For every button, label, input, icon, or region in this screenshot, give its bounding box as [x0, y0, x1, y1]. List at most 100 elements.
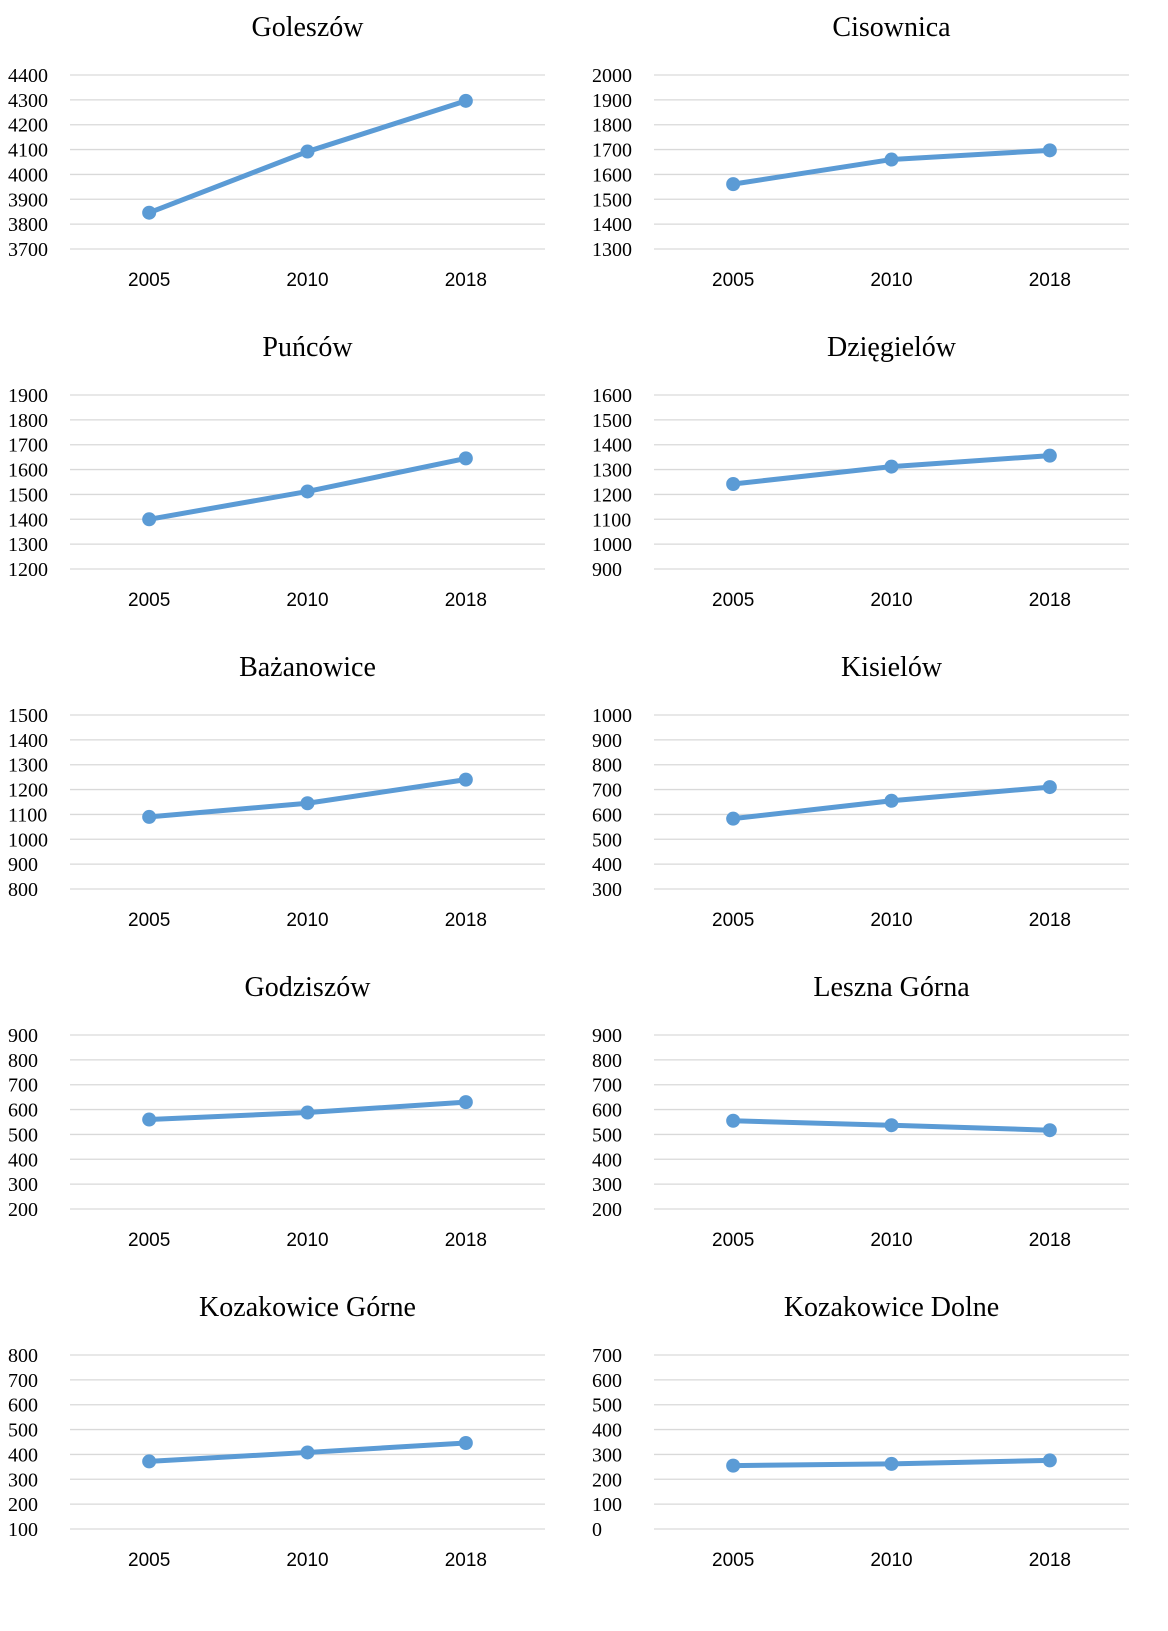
data-point	[142, 205, 157, 220]
y-tick-label: 1900	[592, 90, 632, 112]
y-tick-label: 400	[592, 1420, 622, 1442]
y-tick-label: 1400	[592, 435, 632, 457]
y-tick-label: 400	[8, 1444, 38, 1466]
y-tick-label: 1200	[8, 780, 48, 802]
x-tick-label: 2018	[1029, 270, 1071, 291]
y-tick-label: 1000	[592, 705, 632, 727]
chart-2: Cisownica 1300 1400 1500 1600 1700 1800 1900 200…	[584, 0, 1168, 320]
x-tick-label: 2005	[712, 1230, 754, 1251]
y-tick-label: 800	[8, 1050, 38, 1072]
y-tick-label: 800	[8, 879, 38, 901]
chart-title: Kozakowice Dolne	[784, 1292, 999, 1323]
y-tick-label: 300	[592, 1174, 622, 1196]
y-tick-label: 1500	[8, 705, 48, 727]
x-tick-label: 2018	[1029, 910, 1071, 931]
chart-5: Bażanowice 800 900 1000 1100 1200 1300 1400 1500…	[0, 640, 584, 960]
y-tick-label: 700	[592, 1345, 622, 1367]
chart-title: Cisownica	[832, 12, 951, 43]
y-tick-label: 1200	[592, 484, 632, 506]
chart-9: Kozakowice Górne 100 200 300 400 500 600 700 800…	[0, 1280, 584, 1600]
data-point	[1042, 448, 1057, 463]
x-tick-label: 2018	[445, 1550, 487, 1571]
data-point	[884, 1456, 899, 1471]
x-tick-label: 2018	[1029, 1230, 1071, 1251]
y-tick-label: 1100	[8, 804, 47, 826]
data-point	[300, 1445, 315, 1460]
y-tick-label: 1800	[592, 115, 632, 137]
data-point	[142, 512, 157, 527]
y-tick-label: 900	[592, 559, 622, 581]
data-point	[142, 1454, 157, 1469]
y-tick-label: 1600	[592, 385, 632, 407]
data-point	[726, 1458, 741, 1473]
data-point	[300, 796, 315, 811]
data-point	[300, 1105, 315, 1120]
data-point	[884, 793, 899, 808]
x-tick-label: 2010	[870, 590, 912, 611]
x-tick-label: 2010	[870, 1550, 912, 1571]
y-tick-label: 200	[8, 1494, 38, 1516]
y-tick-label: 300	[8, 1174, 38, 1196]
data-point	[726, 177, 741, 192]
chart-3: Puńców 1200 1300 1400 1500 1600 1700 1800 1900 20…	[0, 320, 584, 640]
y-tick-label: 500	[592, 1124, 622, 1146]
x-tick-label: 2018	[445, 910, 487, 931]
y-tick-label: 1300	[592, 239, 632, 261]
y-tick-label: 1500	[592, 189, 632, 211]
y-tick-label: 1000	[8, 829, 48, 851]
x-tick-label: 2010	[286, 1550, 328, 1571]
chart-7: Godziszów 200 300 400 500 600 700 800 900 2005 201…	[0, 960, 584, 1280]
y-tick-label: 700	[592, 780, 622, 802]
data-point	[1042, 780, 1057, 795]
data-point	[884, 152, 899, 167]
chart-8: Leszna Górna 200 300 400 500 600 700 800 900 2005…	[584, 960, 1168, 1280]
y-tick-label: 1600	[8, 460, 48, 482]
y-tick-label: 200	[592, 1469, 622, 1491]
x-tick-label: 2010	[870, 1230, 912, 1251]
y-tick-label: 1300	[8, 534, 48, 556]
y-tick-label: 600	[592, 804, 622, 826]
x-tick-label: 2005	[712, 910, 754, 931]
y-tick-label: 1800	[8, 410, 48, 432]
y-tick-label: 900	[8, 1025, 38, 1047]
data-point	[884, 1118, 899, 1133]
x-tick-label: 2005	[712, 590, 754, 611]
y-tick-label: 400	[8, 1149, 38, 1171]
x-tick-label: 2018	[445, 590, 487, 611]
y-tick-label: 4300	[8, 90, 48, 112]
data-point	[458, 451, 473, 466]
y-tick-label: 2000	[592, 65, 632, 87]
y-tick-label: 800	[8, 1345, 38, 1367]
y-tick-label: 600	[8, 1395, 38, 1417]
data-point	[142, 809, 157, 824]
y-tick-label: 800	[592, 755, 622, 777]
chart-title: Godziszów	[245, 972, 372, 1003]
y-tick-label: 4400	[8, 65, 48, 87]
y-tick-label: 1500	[8, 484, 48, 506]
chart-10: Kozakowice Dolne 0 100 200 300 400 500 600 700 20…	[584, 1280, 1168, 1600]
x-tick-label: 2005	[128, 910, 170, 931]
y-tick-label: 0	[592, 1519, 602, 1541]
y-tick-label: 300	[8, 1469, 38, 1491]
y-tick-label: 200	[592, 1199, 622, 1221]
data-point	[458, 1435, 473, 1450]
y-tick-label: 300	[592, 1444, 622, 1466]
y-tick-label: 800	[592, 1050, 622, 1072]
y-tick-label: 900	[592, 1025, 622, 1047]
chart-title: Dzięgielów	[827, 332, 957, 363]
x-tick-label: 2005	[712, 1550, 754, 1571]
y-tick-label: 1700	[592, 140, 632, 162]
chart-title: Puńców	[262, 332, 353, 363]
x-tick-label: 2018	[445, 1230, 487, 1251]
y-tick-label: 700	[8, 1075, 38, 1097]
x-tick-label: 2010	[286, 270, 328, 291]
y-tick-label: 700	[8, 1370, 38, 1392]
y-tick-label: 1600	[592, 164, 632, 186]
